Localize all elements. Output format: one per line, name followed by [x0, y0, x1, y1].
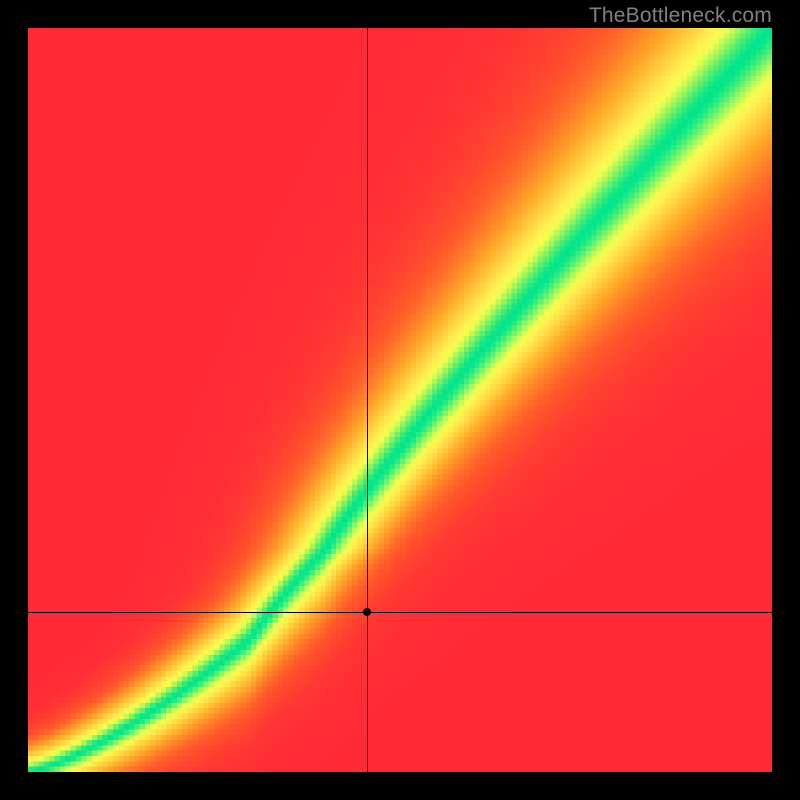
- watermark-text: TheBottleneck.com: [589, 4, 772, 28]
- plot-area: [28, 28, 772, 772]
- heatmap-canvas: [28, 28, 772, 772]
- crosshair-vertical: [367, 28, 368, 772]
- crosshair-horizontal: [28, 612, 772, 613]
- marker-dot: [363, 608, 371, 616]
